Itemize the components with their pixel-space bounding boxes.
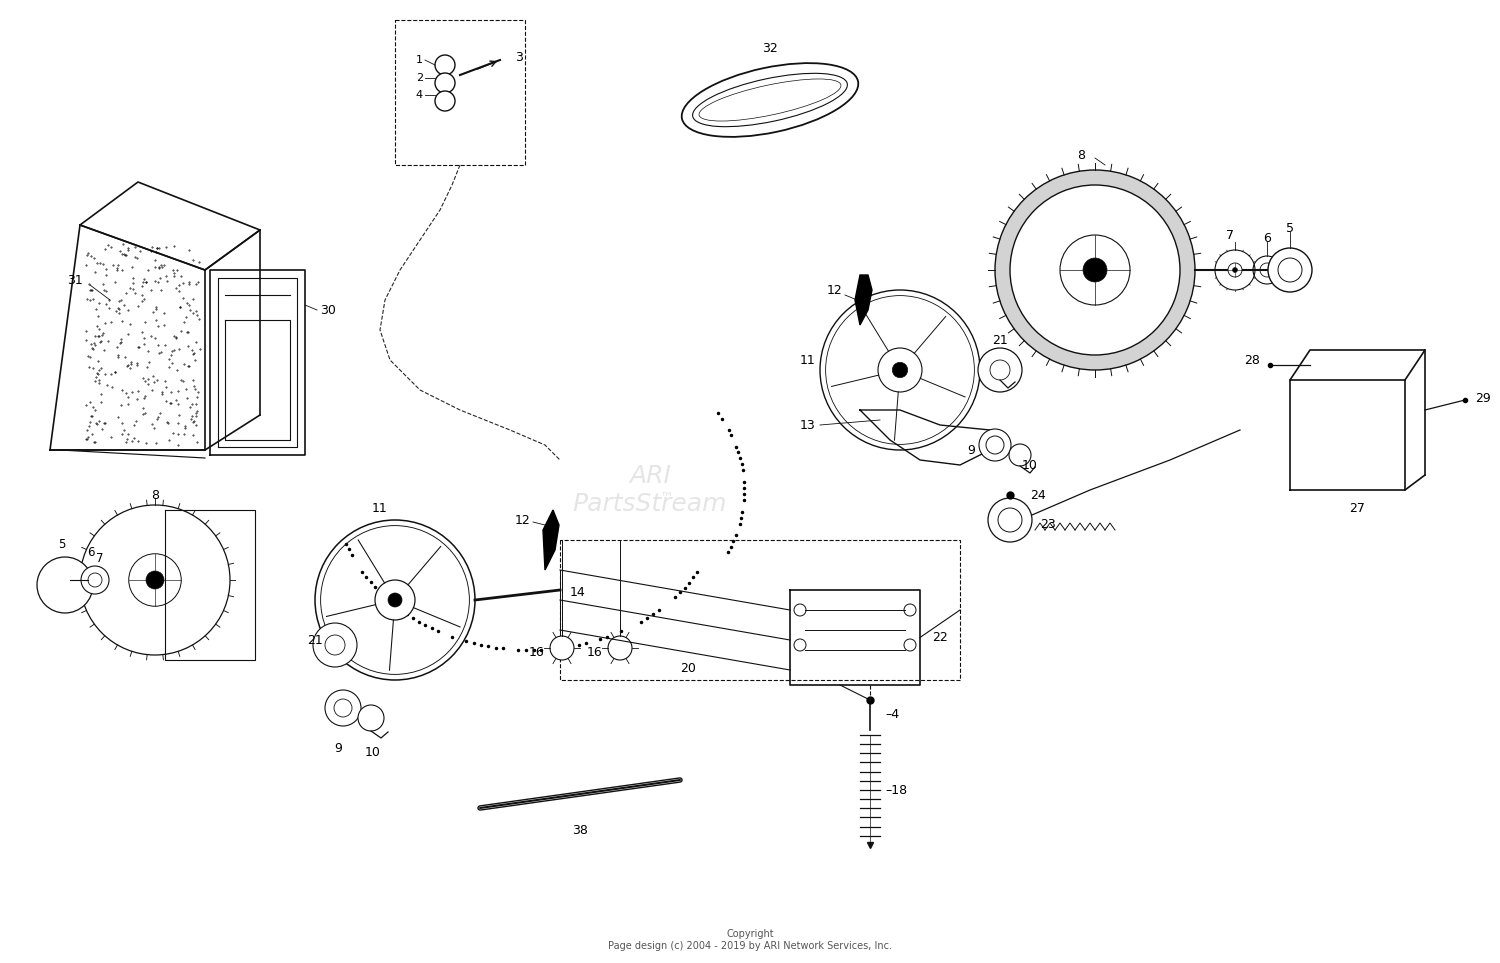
Circle shape	[1233, 268, 1238, 273]
Circle shape	[129, 554, 182, 607]
Text: 31: 31	[68, 273, 82, 287]
Text: 9: 9	[334, 742, 342, 754]
Circle shape	[1268, 248, 1312, 292]
Circle shape	[435, 73, 454, 93]
Circle shape	[81, 566, 110, 594]
Text: –4: –4	[885, 709, 898, 721]
Text: 21: 21	[308, 634, 322, 646]
Circle shape	[550, 636, 574, 660]
Text: –18: –18	[885, 784, 908, 796]
Text: 14: 14	[570, 586, 585, 598]
Text: 4: 4	[416, 90, 423, 100]
Text: 8: 8	[152, 488, 159, 502]
Circle shape	[326, 690, 362, 726]
Circle shape	[608, 636, 631, 660]
Circle shape	[375, 580, 416, 620]
Text: 8: 8	[1077, 148, 1084, 162]
Circle shape	[1060, 235, 1130, 305]
Text: 9: 9	[968, 444, 975, 456]
Circle shape	[878, 348, 922, 392]
Text: ARI
PartsStream: ARI PartsStream	[573, 464, 728, 516]
Text: 11: 11	[372, 502, 388, 514]
Text: 7: 7	[96, 552, 104, 564]
Circle shape	[1228, 263, 1242, 277]
Circle shape	[435, 91, 454, 111]
Text: ™: ™	[660, 490, 674, 504]
Text: 38: 38	[572, 823, 588, 837]
Circle shape	[892, 362, 908, 377]
Text: 1: 1	[416, 55, 423, 65]
Text: 3: 3	[514, 50, 523, 64]
Polygon shape	[855, 275, 871, 325]
Circle shape	[314, 623, 357, 667]
Circle shape	[990, 360, 1010, 380]
Text: 32: 32	[762, 41, 778, 55]
Circle shape	[986, 436, 1004, 454]
Circle shape	[435, 55, 454, 75]
Circle shape	[980, 429, 1011, 461]
Text: 7: 7	[1226, 228, 1234, 242]
Text: 16: 16	[586, 646, 602, 660]
Text: 10: 10	[1022, 458, 1038, 472]
Circle shape	[988, 498, 1032, 542]
Text: 13: 13	[800, 419, 814, 431]
Text: 2: 2	[416, 73, 423, 83]
Circle shape	[388, 593, 402, 607]
Text: 16: 16	[528, 646, 544, 660]
Bar	[394, 20, 525, 165]
Text: 27: 27	[1350, 502, 1365, 514]
Text: 21: 21	[992, 333, 1008, 347]
Text: 30: 30	[320, 303, 336, 317]
Text: 12: 12	[514, 513, 529, 527]
Text: 28: 28	[1244, 353, 1260, 367]
Circle shape	[38, 557, 93, 613]
Polygon shape	[543, 510, 560, 570]
Text: 24: 24	[1030, 488, 1045, 502]
Circle shape	[1010, 444, 1031, 466]
Text: 6: 6	[87, 545, 94, 559]
Circle shape	[358, 705, 384, 731]
Circle shape	[146, 571, 164, 589]
Text: 5: 5	[1286, 221, 1294, 235]
Text: 5: 5	[58, 538, 66, 552]
Text: Copyright
Page design (c) 2004 - 2019 by ARI Network Services, Inc.: Copyright Page design (c) 2004 - 2019 by…	[608, 929, 892, 950]
Text: 22: 22	[932, 631, 948, 644]
Circle shape	[978, 348, 1022, 392]
Text: 6: 6	[1263, 231, 1270, 245]
Circle shape	[1083, 258, 1107, 282]
Text: 10: 10	[364, 746, 381, 760]
Text: 23: 23	[1040, 518, 1056, 532]
Text: 12: 12	[827, 283, 842, 297]
Text: 11: 11	[800, 353, 814, 367]
Text: 29: 29	[1474, 392, 1491, 404]
Text: 20: 20	[680, 662, 696, 674]
